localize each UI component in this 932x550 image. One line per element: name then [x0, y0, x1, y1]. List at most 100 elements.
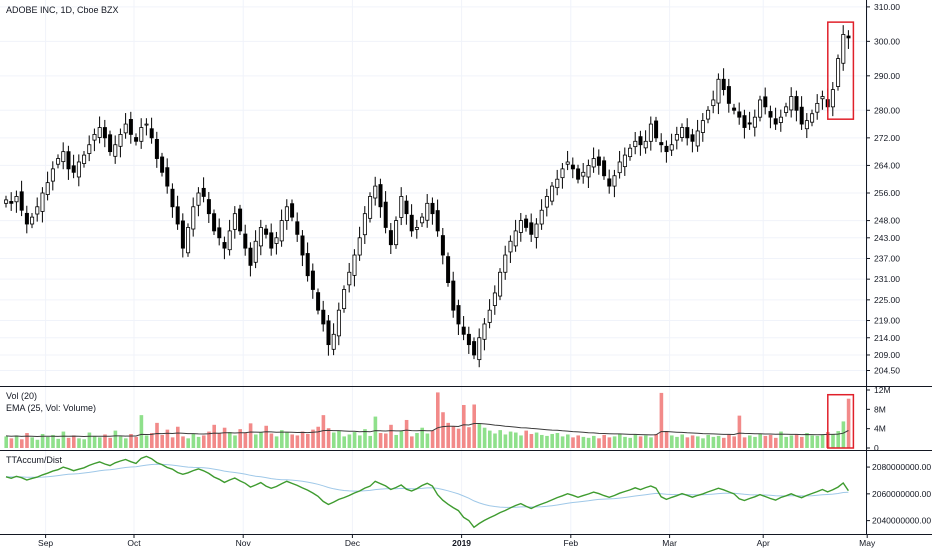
- price-tick-label: 204.50: [874, 365, 900, 375]
- accum-tick-label: 2040000000.00: [872, 516, 931, 526]
- x-tick-label: 2019: [452, 538, 471, 548]
- candle: [76, 154, 81, 187]
- volume-bars: [4, 392, 851, 448]
- candle: [222, 236, 227, 260]
- candle: [524, 214, 529, 232]
- volume-bar: [659, 392, 664, 448]
- volume-bar: [150, 433, 154, 448]
- candle: [243, 224, 248, 256]
- candle: [539, 199, 544, 230]
- volume-bar: [77, 438, 81, 448]
- volume-bar: [488, 430, 492, 448]
- volume-bar: [607, 437, 612, 448]
- candle: [435, 199, 440, 237]
- price-tick-label: 256.00: [874, 188, 900, 198]
- volume-bar: [706, 434, 710, 448]
- candle: [45, 171, 50, 201]
- candle: [622, 147, 627, 176]
- volume-bar: [784, 436, 788, 448]
- candle: [576, 164, 581, 184]
- candle-body-down: [529, 222, 534, 235]
- volume-bar: [581, 436, 586, 448]
- candle-body-up: [14, 196, 19, 203]
- accum-signal-line: [5, 463, 849, 508]
- volume-bar: [576, 435, 580, 448]
- volume-bar: [763, 435, 768, 448]
- candle-body-down: [799, 106, 804, 125]
- candle: [794, 90, 799, 122]
- candle-body-down: [326, 320, 331, 346]
- volume-bar: [534, 432, 539, 448]
- candle: [388, 222, 393, 255]
- volume-bar: [820, 434, 825, 448]
- candle: [612, 169, 617, 198]
- candle: [414, 219, 419, 239]
- volume-bar: [685, 437, 690, 448]
- candle: [352, 249, 357, 287]
- volume-bar: [92, 435, 97, 448]
- volume-bar: [446, 422, 450, 448]
- volume-pane: 0 4M 8M 12M Vol (20) EMA (25, Vol: Volume): [4, 385, 891, 453]
- volume-tick-label: 12M: [874, 385, 891, 395]
- candle-body-down: [466, 333, 471, 346]
- candle-body-up: [113, 144, 118, 157]
- candle-body-down: [128, 119, 133, 135]
- volume-bar: [612, 436, 617, 448]
- candle-body-down: [524, 218, 529, 228]
- volume-bar: [690, 435, 695, 448]
- accum-y-axis: 2040000000.00 2060000000.00 2080000000.00: [866, 462, 931, 526]
- candle: [212, 209, 217, 236]
- price-tick-label: 290.00: [874, 71, 900, 81]
- volume-bar: [311, 429, 315, 448]
- candle: [404, 195, 409, 225]
- volume-bar: [108, 437, 112, 448]
- candle-body-down: [576, 168, 581, 180]
- candle-body-up: [61, 151, 66, 163]
- candle-body-down: [243, 233, 248, 249]
- volume-bar: [139, 415, 144, 448]
- volume-bar: [51, 434, 55, 448]
- price-tick-label: 237.00: [874, 253, 900, 263]
- candle: [331, 323, 336, 356]
- candle: [581, 163, 586, 184]
- volume-bar: [30, 437, 34, 448]
- candle: [139, 118, 144, 149]
- volume-bar: [493, 433, 497, 448]
- volume-bar: [805, 433, 809, 448]
- price-tick-label: 225.00: [874, 295, 900, 305]
- volume-bar: [358, 435, 362, 448]
- candle: [685, 118, 690, 146]
- candle-body-down: [726, 86, 731, 104]
- volume-bar: [768, 434, 773, 448]
- candle-body-down: [383, 201, 388, 228]
- candle-body-up: [232, 213, 237, 230]
- candle-body-up: [40, 192, 45, 212]
- volume-bar: [540, 434, 544, 448]
- candle-body-up: [841, 34, 846, 64]
- volume-bar: [134, 436, 138, 448]
- volume-bar: [711, 436, 716, 448]
- candle: [456, 299, 461, 335]
- x-tick-label: Dec: [345, 538, 361, 548]
- volume-bar: [14, 435, 19, 448]
- x-axis: SepOctNovDec2019FebMarAprMayJun: [38, 534, 876, 548]
- volume-bar: [321, 415, 326, 448]
- candle-body-up: [716, 78, 721, 104]
- candle: [40, 187, 45, 223]
- candle-body-up: [648, 123, 653, 142]
- volume-bar: [410, 436, 414, 448]
- price-tick-label: 310.00: [874, 2, 900, 12]
- candle: [425, 194, 430, 228]
- candle-body-down: [160, 156, 165, 173]
- volume-bar: [332, 432, 336, 448]
- candle-body-up: [560, 168, 565, 179]
- candle-body-down: [435, 210, 440, 232]
- candle: [128, 111, 133, 144]
- volume-bar: [774, 437, 778, 448]
- candle: [799, 96, 804, 130]
- candle-body-up: [394, 220, 399, 246]
- volume-bar: [368, 435, 372, 448]
- volume-bar: [290, 434, 294, 448]
- candle: [617, 150, 622, 179]
- volume-bar: [228, 432, 232, 448]
